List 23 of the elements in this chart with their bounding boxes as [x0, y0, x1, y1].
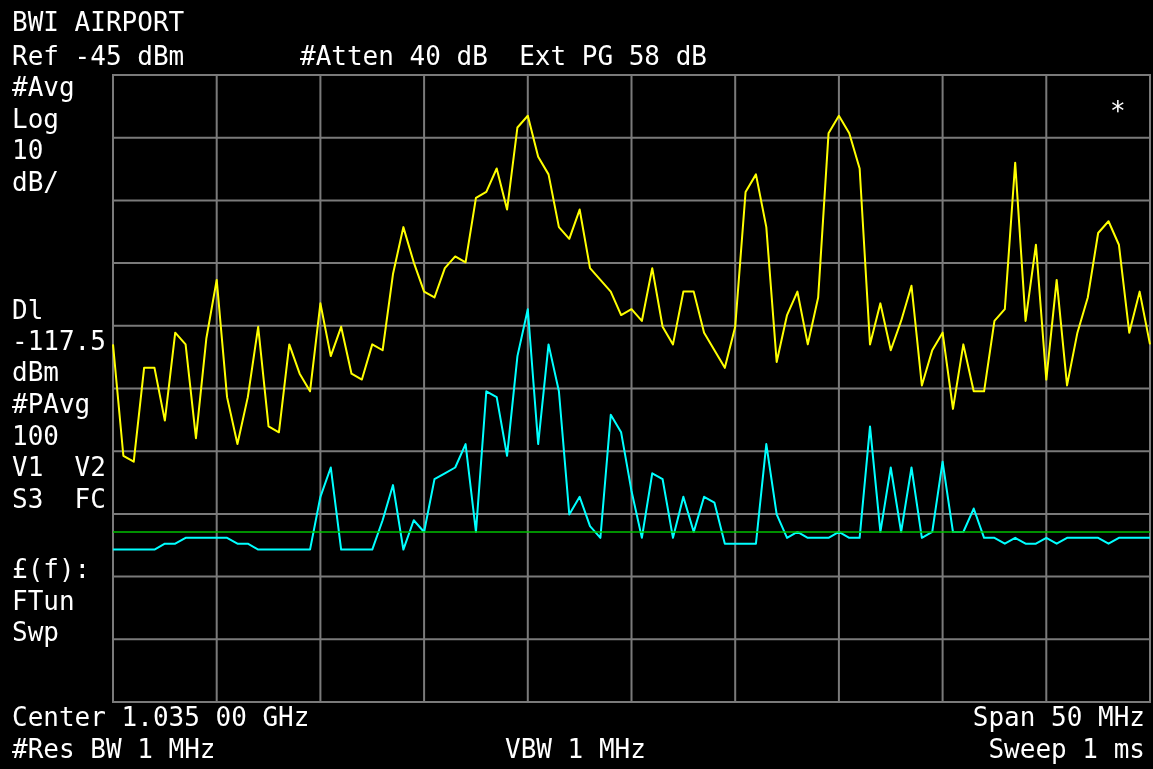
chart-title: BWI AIRPORT — [12, 7, 185, 37]
text: dBm — [12, 357, 59, 387]
text: Span 50 MHz — [972, 702, 1145, 732]
text: Ref -45 dBm — [12, 41, 185, 71]
text: £(f): — [12, 554, 91, 584]
text: #PAvg — [12, 389, 91, 419]
text: 100 — [12, 421, 59, 451]
text: V1 V2 — [12, 452, 106, 482]
text: Swp — [12, 617, 59, 647]
annotation: * — [1110, 96, 1126, 126]
text: -117.5 — [12, 326, 106, 356]
text: FTun — [12, 586, 75, 616]
text: #Avg — [12, 72, 75, 102]
text: Center 1.035 00 GHz — [12, 702, 310, 732]
text: Dl — [12, 295, 44, 325]
text: Sweep 1 ms — [988, 734, 1145, 764]
text: Log — [12, 104, 59, 134]
text: S3 FC — [12, 484, 106, 514]
text: VBW 1 MHz — [505, 734, 646, 764]
text: #Res BW 1 MHz — [12, 734, 216, 764]
text: dB/ — [12, 167, 59, 197]
text: 10 — [12, 135, 44, 165]
text: #Atten 40 dB Ext PG 58 dB — [300, 41, 707, 71]
